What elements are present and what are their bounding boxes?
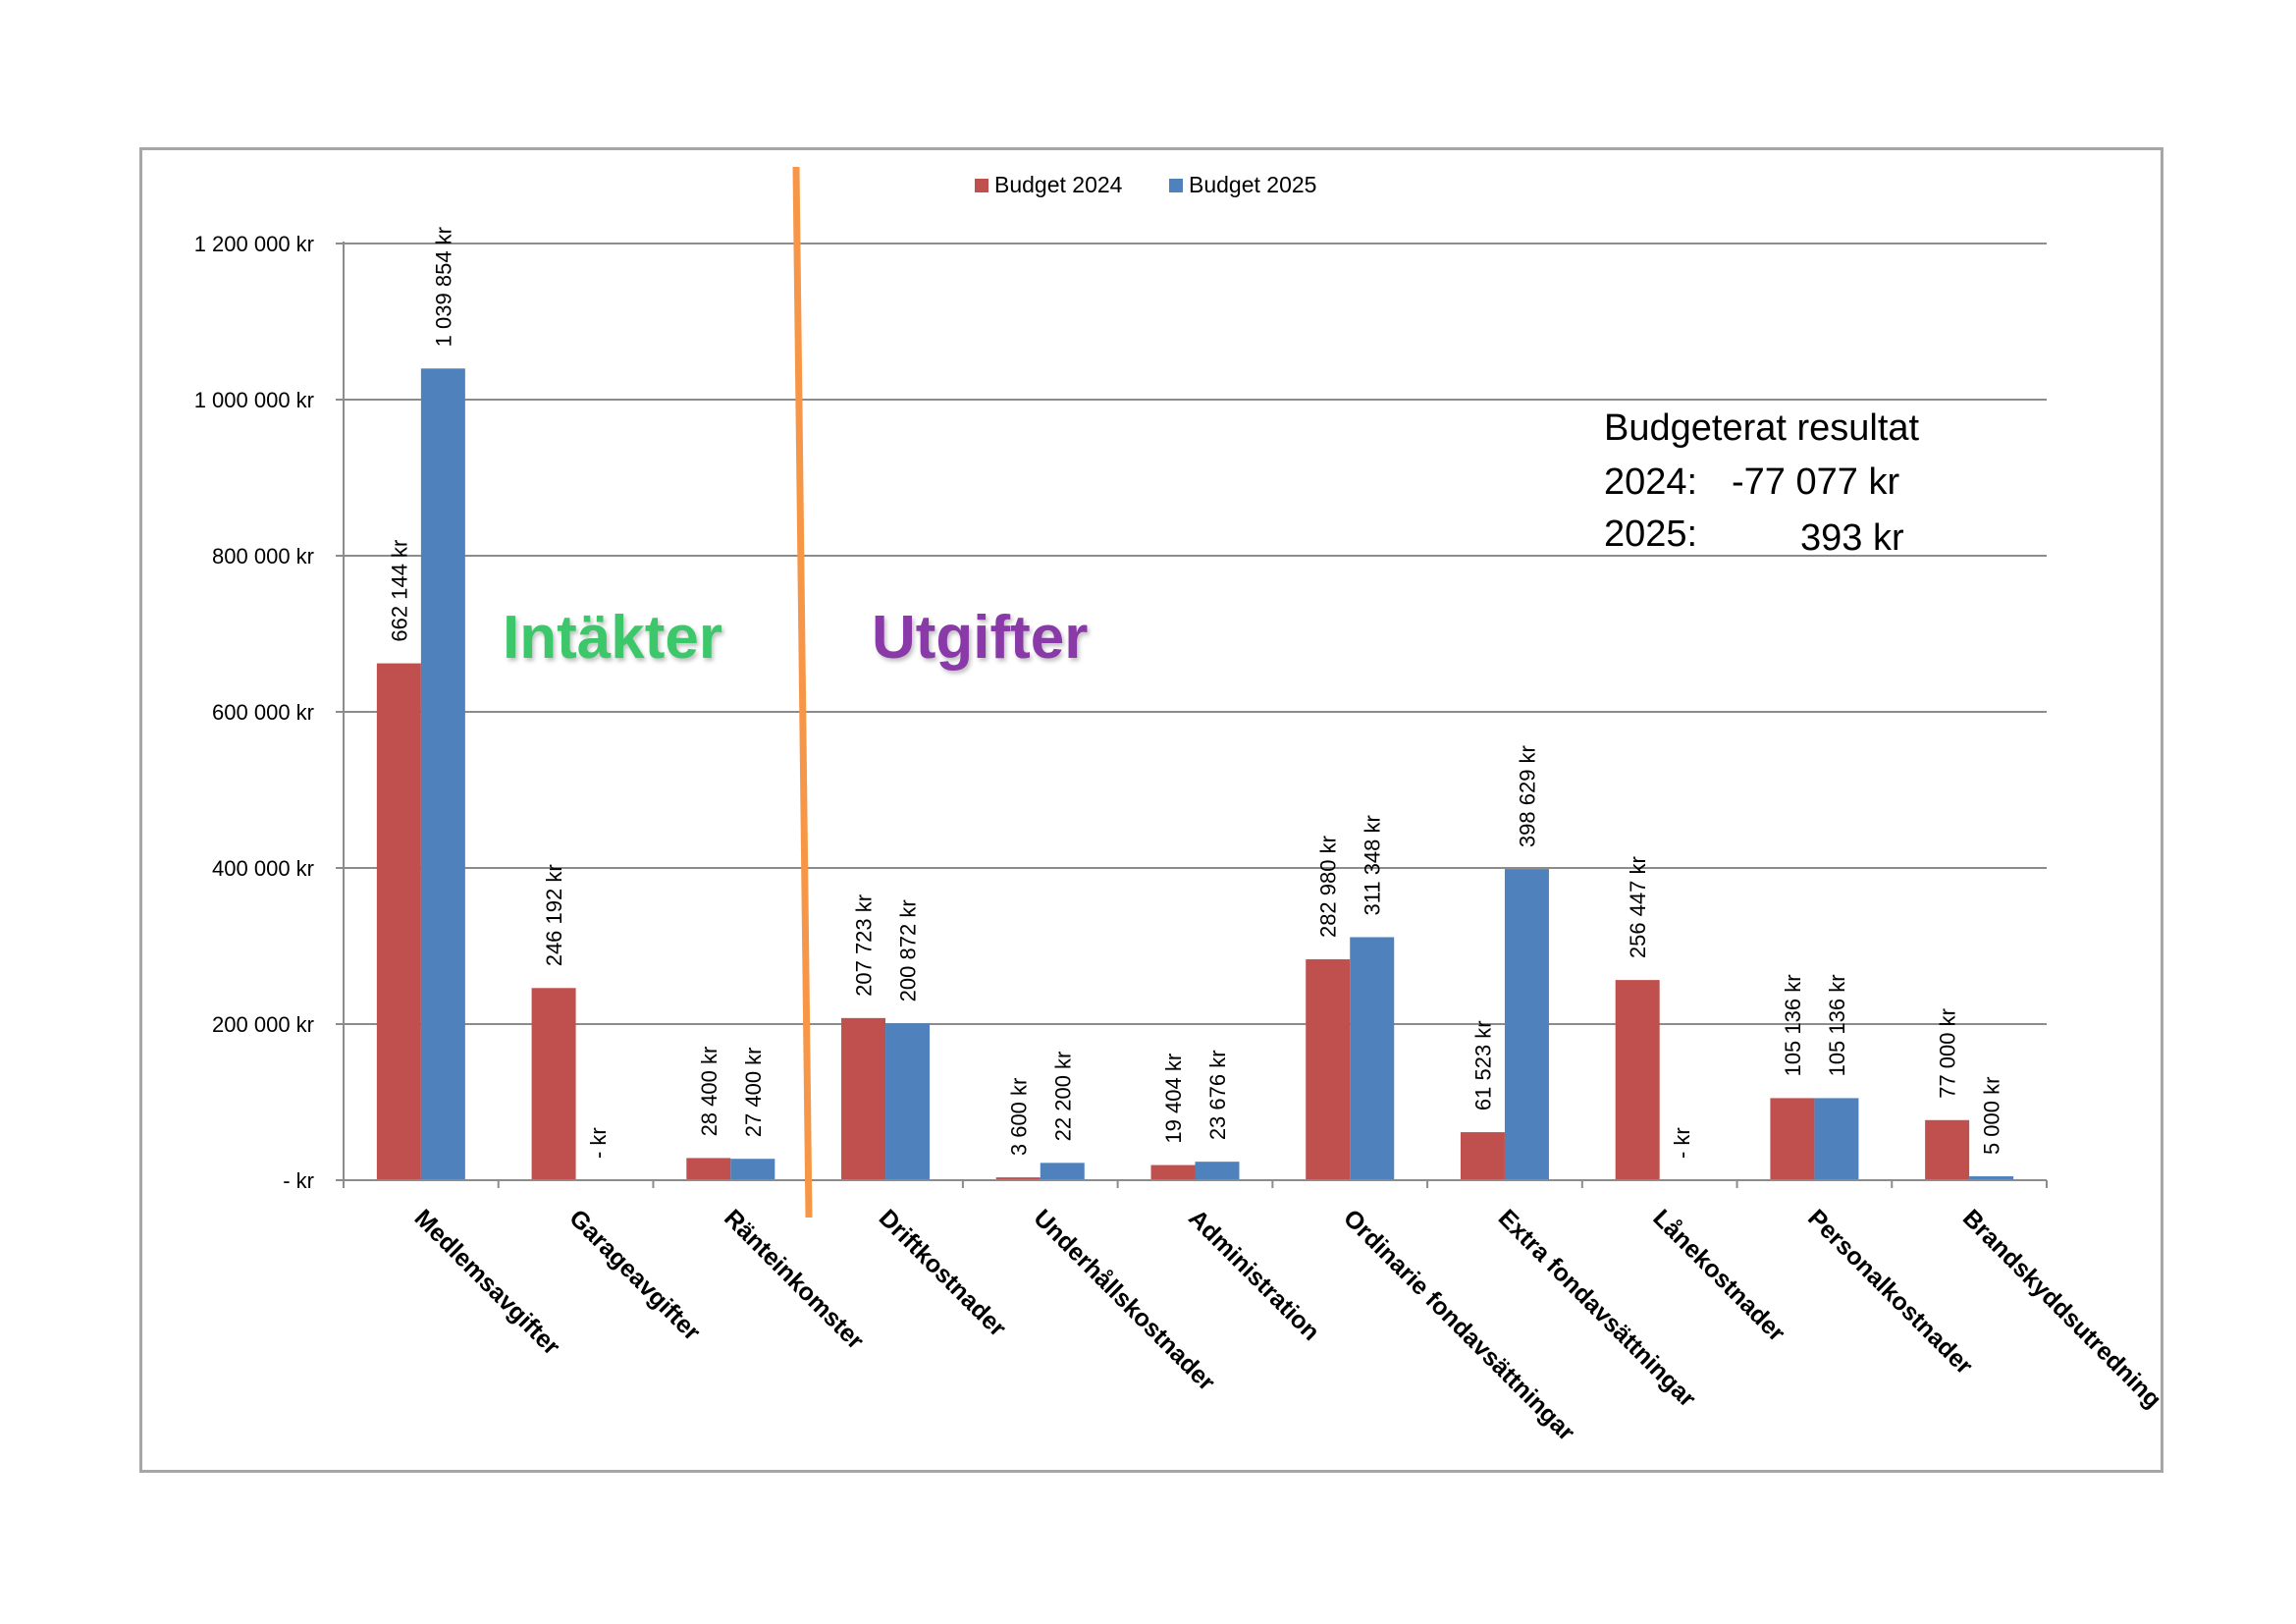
y-tick-label: - kr xyxy=(283,1168,314,1193)
data-label: 256 447 kr xyxy=(1626,856,1650,958)
data-label: 105 136 kr xyxy=(1781,974,1805,1076)
legend-label-2024: Budget 2024 xyxy=(994,172,1123,197)
bar-2024 xyxy=(1150,1164,1196,1180)
y-tick-label: 200 000 kr xyxy=(212,1012,314,1037)
x-category-label: Garageavgifter xyxy=(563,1204,706,1346)
section-income-title: Intäkter xyxy=(503,604,722,672)
result-title: Budgeterat resultat xyxy=(1604,407,1920,449)
y-tick-label: 1 000 000 kr xyxy=(194,388,314,412)
bar-2024 xyxy=(1306,959,1351,1180)
bar-2024 xyxy=(531,988,576,1180)
data-label: - kr xyxy=(1670,1127,1694,1159)
x-category-label: Lånekostnader xyxy=(1647,1204,1790,1347)
data-label: 19 404 kr xyxy=(1161,1054,1186,1144)
y-tick-label: 400 000 kr xyxy=(212,856,314,881)
bar-2025 xyxy=(420,368,465,1181)
data-label: 5 000 kr xyxy=(1980,1077,2004,1155)
gridlines xyxy=(344,243,2047,1025)
bar-2024 xyxy=(995,1177,1041,1180)
x-category-label: Medlemsavgifter xyxy=(409,1204,565,1360)
data-label: 662 144 kr xyxy=(387,540,411,642)
bar-2025 xyxy=(1195,1162,1240,1180)
bars xyxy=(376,368,2014,1181)
result-2024-value: -77 077 kr xyxy=(1732,461,1899,503)
data-label: 398 629 kr xyxy=(1515,745,1539,847)
data-label: 22 200 kr xyxy=(1050,1052,1075,1142)
bar-2024 xyxy=(1925,1119,1970,1180)
y-tick-label: 600 000 kr xyxy=(212,700,314,725)
bar-2024 xyxy=(1615,980,1660,1180)
bar-2024 xyxy=(841,1017,886,1180)
data-label: 27 400 kr xyxy=(741,1047,766,1137)
data-label: 311 348 kr xyxy=(1361,815,1385,915)
bar-2025 xyxy=(1814,1098,1859,1180)
result-2024-label: 2024: xyxy=(1604,461,1697,503)
x-category-label: Underhållskostnader xyxy=(1029,1204,1221,1396)
y-tick-label: 800 000 kr xyxy=(212,544,314,568)
legend-label-2025: Budget 2025 xyxy=(1189,172,1316,197)
bar-2024 xyxy=(376,663,421,1180)
data-label: 200 872 kr xyxy=(896,899,921,1001)
bar-2025 xyxy=(885,1023,931,1180)
bar-2024 xyxy=(686,1158,731,1180)
data-label: 282 980 kr xyxy=(1316,836,1341,938)
section-expenses-title: Utgifter xyxy=(872,604,1088,672)
x-category-label: Ränteinkomster xyxy=(719,1204,870,1355)
result-2025-label: 2025: xyxy=(1604,514,1697,555)
data-label: 28 400 kr xyxy=(697,1047,721,1137)
data-label: 3 600 kr xyxy=(1006,1078,1031,1157)
data-label: 61 523 kr xyxy=(1470,1020,1495,1110)
bar-2025 xyxy=(730,1159,775,1180)
data-label: 105 136 kr xyxy=(1825,974,1849,1076)
bar-2025 xyxy=(1040,1163,1085,1180)
bar-2025 xyxy=(1350,937,1395,1180)
data-labels: 662 144 kr 1 039 854 kr 246 192 kr - kr 28 4… xyxy=(387,227,2003,1159)
x-category-label: Driftkostnader xyxy=(874,1204,1012,1342)
y-tick-label: 1 200 000 kr xyxy=(194,232,314,256)
x-category-label: Administration xyxy=(1183,1204,1325,1346)
data-label: - kr xyxy=(586,1127,611,1159)
legend-swatch-2024 xyxy=(975,179,988,192)
chart-frame xyxy=(139,147,2163,1473)
legend: Budget 2024 Budget 2025 xyxy=(975,172,1316,197)
x-category-label: Brandskyddsutredning xyxy=(1957,1204,2166,1413)
data-label: 1 039 854 kr xyxy=(431,227,455,347)
x-category-label: Personalkostnader xyxy=(1802,1204,1978,1380)
legend-swatch-2025 xyxy=(1169,179,1183,192)
data-label: 77 000 kr xyxy=(1936,1008,1960,1099)
data-label: 207 723 kr xyxy=(852,894,877,997)
bar-2025 xyxy=(1969,1176,2014,1180)
bar-2025 xyxy=(1504,869,1549,1180)
data-label: 246 192 kr xyxy=(542,864,566,966)
bar-2024 xyxy=(1770,1098,1815,1180)
income-expense-divider xyxy=(792,166,813,1218)
data-label: 23 676 kr xyxy=(1205,1050,1230,1140)
result-2025-value: 393 kr xyxy=(1800,517,1904,559)
bar-2024 xyxy=(1460,1132,1505,1180)
